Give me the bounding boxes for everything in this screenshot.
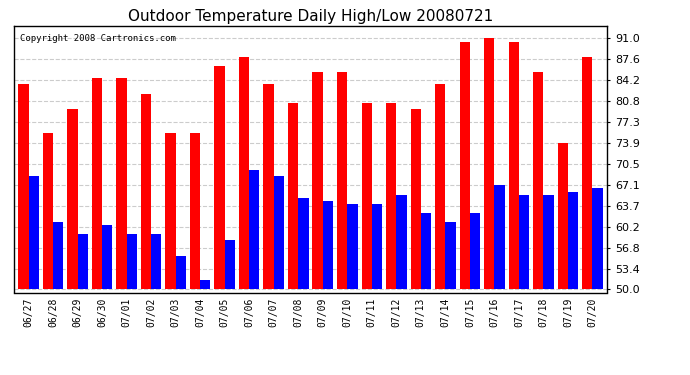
Bar xyxy=(200,280,210,290)
Text: Copyright 2008 Cartronics.com: Copyright 2008 Cartronics.com xyxy=(20,34,176,43)
Bar xyxy=(347,204,357,290)
Bar xyxy=(421,213,431,290)
Bar xyxy=(470,213,480,290)
Bar xyxy=(53,222,63,290)
Bar xyxy=(593,189,603,290)
Bar xyxy=(141,94,151,290)
Bar xyxy=(166,134,176,290)
Bar xyxy=(460,42,470,290)
Bar xyxy=(568,192,578,290)
Bar xyxy=(435,84,445,290)
Bar xyxy=(126,234,137,290)
Bar xyxy=(288,103,298,290)
Bar xyxy=(313,72,323,290)
Bar xyxy=(274,176,284,290)
Bar xyxy=(92,78,102,290)
Bar xyxy=(264,84,274,290)
Bar xyxy=(337,72,347,290)
Bar xyxy=(215,66,225,290)
Bar xyxy=(558,142,568,290)
Bar xyxy=(396,195,406,290)
Bar xyxy=(239,57,249,290)
Bar xyxy=(323,201,333,290)
Bar xyxy=(362,103,372,290)
Bar xyxy=(509,42,519,290)
Bar xyxy=(190,134,200,290)
Bar xyxy=(249,170,259,290)
Bar xyxy=(77,234,88,290)
Bar xyxy=(298,198,308,290)
Bar xyxy=(445,222,455,290)
Bar xyxy=(176,256,186,290)
Bar xyxy=(102,225,112,290)
Bar xyxy=(544,195,554,290)
Bar xyxy=(484,39,495,290)
Bar xyxy=(225,240,235,290)
Bar xyxy=(582,57,593,290)
Bar xyxy=(386,103,396,290)
Bar xyxy=(18,84,28,290)
Bar xyxy=(67,109,77,290)
Bar xyxy=(43,134,53,290)
Bar xyxy=(372,204,382,290)
Bar xyxy=(519,195,529,290)
Bar xyxy=(117,78,126,290)
Bar xyxy=(411,109,421,290)
Bar xyxy=(28,176,39,290)
Bar xyxy=(151,234,161,290)
Bar xyxy=(495,185,504,290)
Bar xyxy=(533,72,544,290)
Title: Outdoor Temperature Daily High/Low 20080721: Outdoor Temperature Daily High/Low 20080… xyxy=(128,9,493,24)
